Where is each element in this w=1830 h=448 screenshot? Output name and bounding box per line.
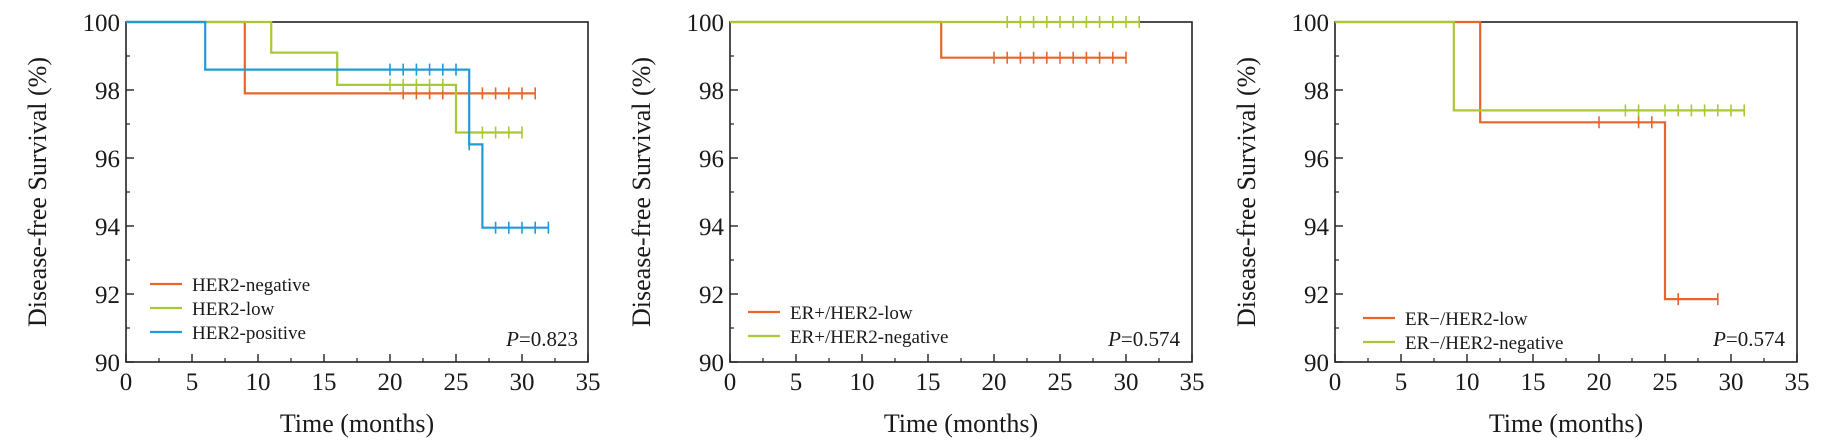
y-tick-label: 94 — [699, 214, 725, 241]
x-tick-label: 5 — [790, 369, 803, 396]
y-tick-label: 92 — [699, 282, 724, 309]
km-panel-2: 0 5 10 15 20 25 30 35 90 92 94 96 98 100 Time (months)… — [627, 10, 1205, 438]
legend-label: ER−/HER2-negative — [1405, 333, 1563, 354]
y-axis-label: Disease-free Survival (%) — [1232, 57, 1261, 327]
y-tick-label: 100 — [83, 10, 121, 37]
survival-curve — [126, 20, 522, 134]
x-tick-label: 5 — [1395, 369, 1408, 396]
x-tick-label: 15 — [1521, 369, 1546, 396]
survival-curve — [1335, 20, 1718, 301]
x-tick-label: 35 — [1785, 369, 1810, 396]
survival-curve — [730, 20, 1126, 59]
y-tick-label: 92 — [1304, 282, 1329, 309]
x-tick-label: 15 — [916, 369, 941, 396]
x-tick-label: 0 — [724, 369, 737, 396]
x-tick-label: 5 — [186, 369, 199, 396]
y-tick-label: 100 — [687, 10, 725, 37]
p-value: P=0.574 — [1712, 327, 1785, 351]
y-tick-label: 90 — [95, 350, 120, 377]
series-1 — [1335, 20, 1719, 306]
y-axis-label: Disease-free Survival (%) — [627, 57, 656, 327]
series-1 — [730, 20, 1127, 64]
x-tick-label: 30 — [1719, 369, 1744, 396]
survival-curve — [1335, 20, 1745, 112]
x-axis-label: Time (months) — [884, 409, 1038, 438]
x-tick-label: 20 — [1587, 369, 1612, 396]
x-tick-label: 20 — [378, 369, 403, 396]
x-tick-label: 25 — [1653, 369, 1678, 396]
y-tick-label: 94 — [1304, 214, 1330, 241]
x-tick-label: 10 — [246, 369, 271, 396]
y-tick-label: 90 — [699, 350, 724, 377]
x-tick-label: 25 — [1048, 369, 1073, 396]
km-panel-3: 0 5 10 15 20 25 30 35 90 92 94 96 98 100 Time (months)… — [1232, 10, 1810, 438]
y-tick-label: 96 — [95, 146, 120, 173]
x-tick-label: 15 — [312, 369, 337, 396]
series-3 — [126, 20, 550, 234]
km-panel-1: 0 5 10 15 20 25 30 35 90 92 94 96 98 100 Time (months)… — [23, 10, 601, 438]
legend-label: HER2-positive — [192, 323, 306, 344]
legend-label: HER2-negative — [192, 275, 310, 296]
y-tick-label: 100 — [1292, 10, 1330, 37]
x-tick-label: 0 — [120, 369, 133, 396]
y-tick-label: 96 — [1304, 146, 1329, 173]
x-tick-label: 10 — [850, 369, 875, 396]
y-tick-label: 98 — [699, 78, 724, 105]
legend-label: ER+/HER2-negative — [790, 327, 948, 348]
y-tick-label: 96 — [699, 146, 724, 173]
series-2 — [1335, 20, 1745, 117]
x-tick-label: 30 — [1114, 369, 1139, 396]
legend-label: HER2-low — [192, 299, 275, 320]
x-axis-label: Time (months) — [280, 409, 434, 438]
x-axis-label: Time (months) — [1489, 409, 1643, 438]
x-tick-label: 0 — [1329, 369, 1342, 396]
survival-curve — [126, 20, 549, 229]
y-tick-label: 92 — [95, 282, 120, 309]
legend-label: ER−/HER2-low — [1405, 309, 1528, 330]
x-tick-label: 35 — [1180, 369, 1205, 396]
x-tick-label: 20 — [982, 369, 1007, 396]
legend-label: ER+/HER2-low — [790, 303, 913, 324]
p-value: P=0.823 — [505, 327, 578, 351]
y-tick-label: 98 — [1304, 78, 1329, 105]
x-tick-label: 35 — [576, 369, 601, 396]
y-tick-label: 94 — [95, 214, 121, 241]
y-tick-label: 98 — [95, 78, 120, 105]
x-tick-label: 30 — [510, 369, 535, 396]
y-tick-label: 90 — [1304, 350, 1329, 377]
p-value: P=0.574 — [1107, 327, 1180, 351]
series-1 — [126, 20, 537, 100]
series-2 — [730, 16, 1140, 28]
x-tick-label: 10 — [1455, 369, 1480, 396]
y-axis-label: Disease-free Survival (%) — [23, 57, 52, 327]
x-tick-label: 25 — [444, 369, 469, 396]
series-2 — [126, 20, 523, 139]
survival-curve — [126, 20, 536, 95]
